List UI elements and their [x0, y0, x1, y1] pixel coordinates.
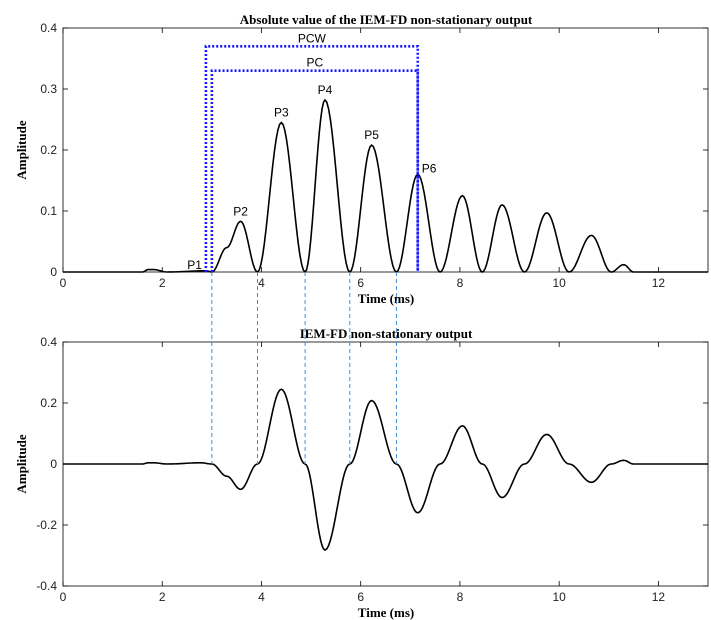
- alignment-guides: [211, 272, 397, 464]
- peak-label: P4: [318, 83, 333, 97]
- abs-plot-frame: [62, 27, 709, 273]
- abs-x-tick-label: 4: [258, 276, 265, 290]
- peak-label: P5: [364, 128, 379, 142]
- abs-x-axis-label: Time (ms): [358, 291, 414, 306]
- abs-y-tick-label: 0.3: [40, 82, 57, 96]
- output-plot-marks: [63, 388, 708, 551]
- output-panel: IEM-FD non-stationary output Time (ms) A…: [14, 326, 709, 620]
- output-x-tick-label: 0: [60, 590, 67, 604]
- peak-label: P3: [274, 106, 289, 120]
- output-y-tick-label: -0.2: [36, 518, 57, 532]
- output-y-axis-label: Amplitude: [14, 434, 29, 493]
- output-x-tick-label: 4: [258, 590, 265, 604]
- output-x-tick-label: 12: [652, 590, 666, 604]
- output-axis-ticks: 0 2 4 6 8 10 12 -0.4 -0.2 0 0.2 0.4: [36, 335, 708, 604]
- bracket-pc: [210, 69, 420, 272]
- abs-y-tick-label: 0.2: [40, 143, 57, 157]
- bracket-label: PCW: [298, 31, 327, 45]
- abs-x-tick-label: 12: [652, 276, 666, 290]
- output-x-tick-label: 8: [457, 590, 464, 604]
- output-y-tick-label: 0.4: [40, 335, 57, 349]
- abs-x-tick-label: 2: [159, 276, 166, 290]
- output-x-tick-label: 2: [159, 590, 166, 604]
- output-y-tick-label: 0.2: [40, 396, 57, 410]
- abs-y-axis-label: Amplitude: [14, 120, 29, 179]
- output-series-line: [63, 388, 708, 551]
- abs-series-line: [63, 98, 708, 274]
- output-y-tick-label: 0: [50, 457, 57, 471]
- abs-y-tick-label: 0.4: [40, 21, 57, 35]
- output-x-tick-label: 6: [357, 590, 364, 604]
- peak-label: P1: [187, 258, 202, 272]
- peak-label: P2: [233, 204, 248, 218]
- abs-y-tick-label: 0: [50, 265, 57, 279]
- abs-output-panel: Absolute value of the IEM-FD non-station…: [14, 12, 709, 306]
- abs-axis-ticks: 0 2 4 6 8 10 12 0 0.1 0.2 0.3 0.4: [40, 21, 708, 290]
- abs-x-tick-label: 6: [357, 276, 364, 290]
- abs-chart-title: Absolute value of the IEM-FD non-station…: [240, 12, 533, 27]
- output-x-axis-label: Time (ms): [358, 605, 414, 620]
- bracket-pcw: [204, 45, 420, 272]
- output-x-tick-label: 10: [552, 590, 566, 604]
- bracket-label: PC: [306, 56, 323, 70]
- abs-x-tick-label: 8: [457, 276, 464, 290]
- output-chart-title: IEM-FD non-stationary output: [300, 326, 473, 341]
- abs-plot-marks: P1 P2 P3 P4 P5 P6 PCW PC: [63, 31, 708, 274]
- output-y-tick-label: -0.4: [36, 579, 57, 593]
- abs-x-tick-label: 10: [552, 276, 566, 290]
- abs-y-tick-label: 0.1: [40, 204, 57, 218]
- abs-x-tick-label: 0: [60, 276, 67, 290]
- peak-label: P6: [422, 161, 437, 175]
